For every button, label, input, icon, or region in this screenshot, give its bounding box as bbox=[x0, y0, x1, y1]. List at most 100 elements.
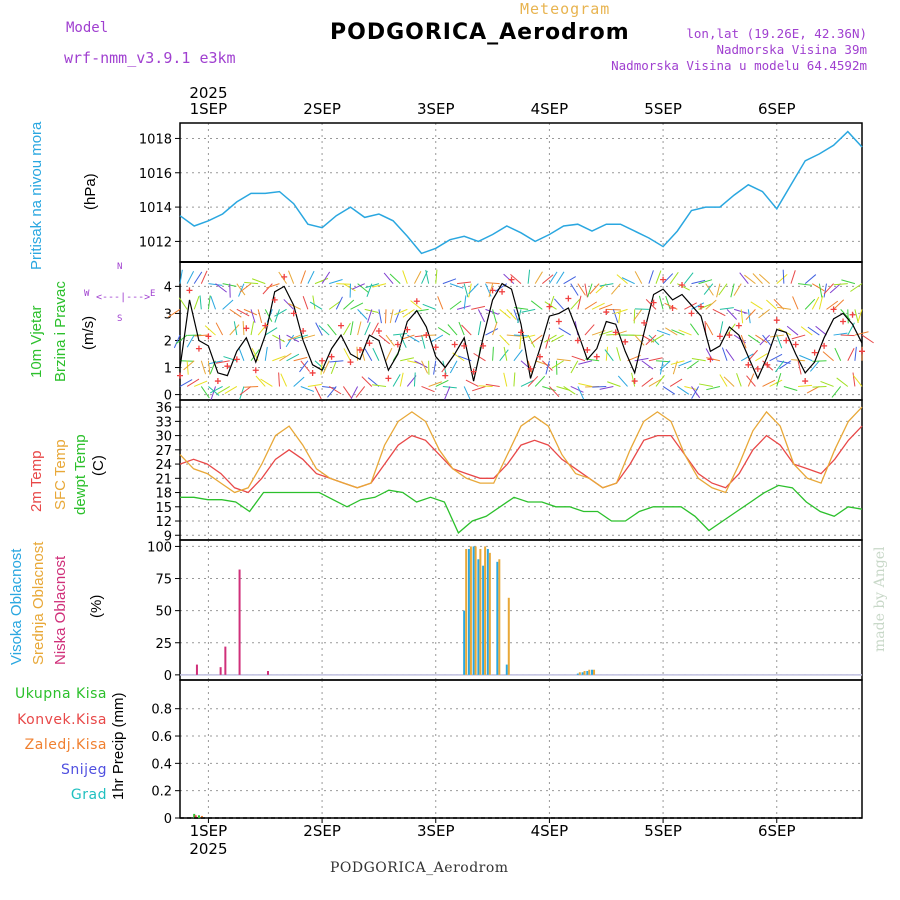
panel-frame bbox=[179, 539, 863, 681]
wind-arrow bbox=[719, 307, 734, 310]
wind-gust-marker bbox=[527, 365, 534, 372]
wind-arrow bbox=[698, 383, 713, 387]
wind-arrow bbox=[400, 334, 415, 340]
wind-gust-marker bbox=[394, 341, 401, 348]
model-label: Model bbox=[66, 20, 109, 36]
wind-arrow bbox=[599, 385, 614, 390]
wind-arrow bbox=[288, 270, 295, 284]
top-date-label: 4SEP bbox=[531, 100, 569, 118]
wind-arrow bbox=[229, 324, 240, 336]
wind-arrow bbox=[812, 283, 825, 292]
wind-arrow bbox=[782, 269, 785, 284]
wind-arrow bbox=[327, 386, 337, 398]
wind-arrow bbox=[797, 360, 802, 375]
location-coords: lon,lat (19.26E, 42.36N) bbox=[686, 26, 867, 41]
y-tick-label: 33 bbox=[155, 415, 172, 430]
wind-gust-marker bbox=[641, 319, 648, 326]
wind-arrow bbox=[461, 324, 472, 336]
wind-arrow bbox=[577, 295, 582, 310]
wind-arrow bbox=[544, 301, 557, 310]
wind-arrow bbox=[236, 283, 246, 296]
wind-arrow bbox=[215, 360, 230, 364]
wind-arrow bbox=[541, 274, 554, 285]
wind-arrow bbox=[530, 334, 543, 344]
wind-arrow bbox=[272, 355, 286, 362]
wind-arrow bbox=[193, 296, 200, 310]
wind-arrow bbox=[750, 301, 763, 310]
wind-arrow bbox=[209, 386, 223, 394]
wind-arrow bbox=[351, 283, 365, 290]
wind-arrow bbox=[328, 386, 342, 395]
mid-cloud-bar bbox=[593, 669, 596, 675]
wind-arrow bbox=[204, 325, 216, 336]
wind-arrow bbox=[447, 324, 458, 336]
wind-arrow bbox=[570, 283, 579, 296]
wind-gust-marker bbox=[773, 317, 780, 324]
y-tick-label: 100 bbox=[147, 540, 172, 555]
wind-arrow bbox=[766, 299, 778, 310]
wind-arrow bbox=[726, 309, 738, 320]
wind-arrow bbox=[301, 334, 316, 340]
wind-arrow bbox=[365, 283, 380, 289]
wind-arrow bbox=[758, 308, 770, 319]
wind-arrow bbox=[238, 347, 245, 361]
wind-arrow bbox=[279, 352, 292, 362]
wind-arrow bbox=[278, 271, 287, 284]
convective-rain-bar bbox=[194, 815, 197, 818]
wind-arrow bbox=[776, 334, 783, 349]
wind-arrows bbox=[168, 269, 874, 400]
wind-arrow bbox=[783, 385, 798, 392]
wind-arrow bbox=[662, 386, 676, 395]
wind-arrow bbox=[199, 295, 202, 310]
compass-east: E bbox=[150, 289, 156, 299]
wind-arrow bbox=[175, 334, 188, 345]
wind-arrow bbox=[355, 386, 366, 398]
wind-arrow bbox=[372, 283, 387, 288]
wind-arrow bbox=[617, 375, 628, 387]
wind-arrow bbox=[314, 360, 326, 371]
wind-arrow bbox=[691, 358, 706, 362]
wind-arrow bbox=[186, 271, 195, 284]
wind-arrow bbox=[541, 360, 553, 371]
wind-arrow bbox=[485, 282, 500, 285]
wind-arrow bbox=[392, 374, 401, 387]
wind-arrow bbox=[186, 378, 200, 387]
wind-gust-marker bbox=[224, 363, 231, 370]
wind-arrow bbox=[294, 334, 309, 340]
wind-arrow bbox=[577, 386, 585, 400]
top-date-label: 1SEP bbox=[190, 100, 228, 118]
wind-arrow bbox=[852, 375, 863, 387]
wind-gust-marker bbox=[205, 333, 212, 340]
wind-arrow bbox=[335, 296, 343, 310]
wind-arrow bbox=[315, 322, 323, 336]
wind-arrow bbox=[823, 283, 834, 295]
wind-arrow bbox=[350, 302, 364, 310]
wind-arrow bbox=[607, 381, 621, 387]
wind-gust-marker bbox=[603, 309, 610, 316]
wind-arrow bbox=[280, 373, 288, 387]
pressure-line bbox=[179, 130, 863, 255]
wind-arrow bbox=[503, 372, 508, 387]
y-tick-label: 1012 bbox=[139, 235, 172, 250]
wind-gust-marker bbox=[707, 356, 714, 363]
wind-arrow bbox=[669, 271, 679, 284]
bottom-year-label: 2025 bbox=[189, 840, 227, 858]
wind-arrow bbox=[616, 347, 621, 361]
wind-arrow bbox=[179, 269, 183, 284]
wind-gust-marker bbox=[432, 344, 439, 351]
y-tick-label: 0 bbox=[164, 669, 172, 684]
mid-cloud-bar bbox=[588, 669, 591, 675]
bottom-date-label: 5SEP bbox=[644, 822, 682, 840]
wind-gust-marker bbox=[650, 299, 657, 306]
wind-arrow bbox=[449, 360, 458, 374]
wind-arrow bbox=[385, 347, 393, 361]
mid-cloud-bar bbox=[488, 552, 491, 675]
wind-arrow bbox=[591, 302, 605, 310]
wind-arrow bbox=[506, 334, 521, 337]
wind-gust-marker bbox=[480, 342, 487, 349]
wind-arrow bbox=[831, 386, 842, 398]
mid-cloud-bar bbox=[469, 546, 472, 675]
wind-arrow bbox=[449, 283, 464, 289]
wind-arrow bbox=[210, 295, 216, 310]
wind-arrow bbox=[328, 300, 341, 310]
